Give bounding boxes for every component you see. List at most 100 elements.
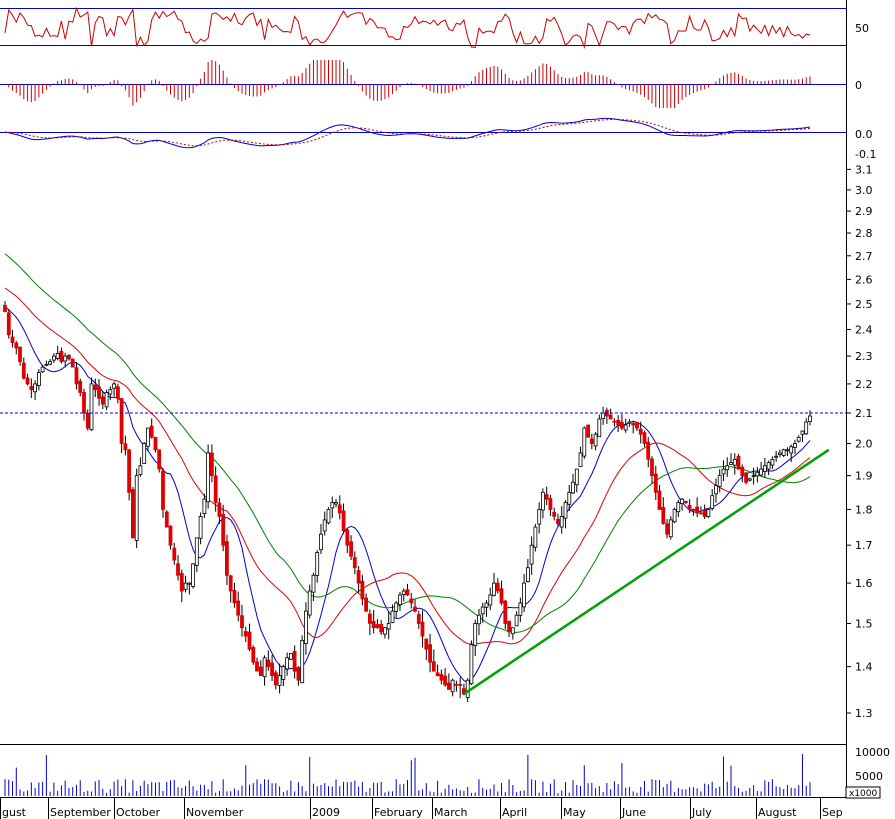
candle — [450, 678, 455, 697]
candle — [164, 510, 169, 528]
macd-tick-label: 0.0 — [855, 128, 873, 141]
candle — [751, 467, 756, 485]
candle — [518, 597, 523, 623]
candle — [420, 610, 425, 648]
candle-body — [774, 455, 778, 458]
candle-body — [382, 627, 387, 635]
candle-body — [134, 475, 139, 541]
candle-body — [695, 506, 699, 514]
candle-body — [63, 355, 68, 362]
candle — [676, 499, 681, 517]
candle-body — [755, 471, 760, 477]
candle — [556, 513, 560, 527]
candle-body — [428, 644, 433, 663]
candle — [130, 486, 135, 539]
candle — [631, 420, 636, 434]
candle — [29, 378, 34, 399]
candle — [559, 506, 564, 534]
candle-body — [477, 614, 481, 625]
candle-body — [620, 421, 624, 429]
candle-body — [157, 449, 162, 470]
candle-body — [589, 438, 594, 444]
candle — [134, 468, 139, 549]
candle-body — [518, 602, 523, 616]
volume-tick-label: 5000 — [855, 770, 883, 783]
candle-body — [424, 638, 429, 650]
candle-body — [420, 621, 425, 637]
candle-body — [597, 418, 602, 438]
candle — [439, 669, 444, 685]
candle-body — [172, 547, 177, 561]
candle-body — [804, 421, 809, 435]
candle-body — [221, 514, 226, 546]
price-tick-label: 3.1 — [855, 163, 873, 176]
candle — [608, 408, 613, 420]
ma-fast-line — [4, 306, 811, 684]
candle — [601, 406, 605, 425]
candle-body — [240, 615, 244, 629]
candle — [386, 611, 391, 640]
candle — [473, 619, 478, 657]
price-tick-label: 1.7 — [855, 539, 873, 552]
candle-body — [714, 485, 718, 495]
candle-body — [130, 489, 135, 539]
candle — [14, 340, 19, 355]
candle — [161, 467, 165, 518]
month-label: 2009 — [312, 806, 340, 819]
candle-body — [145, 427, 150, 447]
candle — [582, 426, 587, 459]
candle — [725, 457, 730, 477]
candle — [541, 488, 545, 519]
candle-body — [326, 508, 331, 524]
candle — [665, 519, 669, 539]
candle — [488, 587, 493, 611]
candle — [578, 446, 583, 468]
candle-body — [450, 679, 455, 693]
candle-body — [281, 666, 286, 680]
candle — [382, 627, 387, 639]
candle-body — [469, 644, 474, 685]
candle-body — [574, 468, 579, 486]
candle-body — [224, 541, 229, 576]
candle-body — [37, 372, 41, 387]
price-tick-label: 1.6 — [855, 577, 873, 590]
candle — [364, 593, 369, 613]
candle — [495, 578, 500, 594]
candle-body — [10, 336, 15, 343]
candle — [522, 573, 526, 613]
candle-body — [661, 506, 666, 524]
candle — [247, 623, 252, 652]
candle-body — [717, 475, 722, 487]
candle-body — [29, 386, 34, 390]
candle — [224, 534, 229, 586]
candle-body — [292, 650, 297, 672]
candle — [179, 569, 184, 603]
candle — [424, 638, 429, 661]
candle — [589, 433, 594, 450]
candle — [484, 599, 489, 617]
candle-body — [529, 544, 534, 565]
candle-body — [179, 573, 184, 592]
candle — [514, 611, 519, 627]
candle — [571, 473, 575, 494]
candle — [627, 418, 632, 427]
candle-body — [236, 600, 241, 616]
candle — [774, 450, 778, 462]
candle-body — [740, 466, 745, 477]
candle-body — [247, 631, 252, 650]
candle — [695, 497, 699, 518]
candle-body — [510, 627, 515, 635]
candle — [277, 663, 282, 694]
candle — [360, 575, 365, 606]
candle-body — [232, 590, 237, 604]
price-tick-label: 2.3 — [855, 350, 873, 363]
candle-body — [296, 667, 301, 681]
candle-body — [766, 462, 771, 470]
candle-body — [526, 567, 530, 583]
candle-body — [684, 500, 688, 503]
candle — [307, 584, 312, 619]
candle — [315, 550, 320, 583]
candle-body — [273, 672, 278, 686]
candle-body — [480, 606, 485, 615]
candle — [526, 558, 530, 583]
